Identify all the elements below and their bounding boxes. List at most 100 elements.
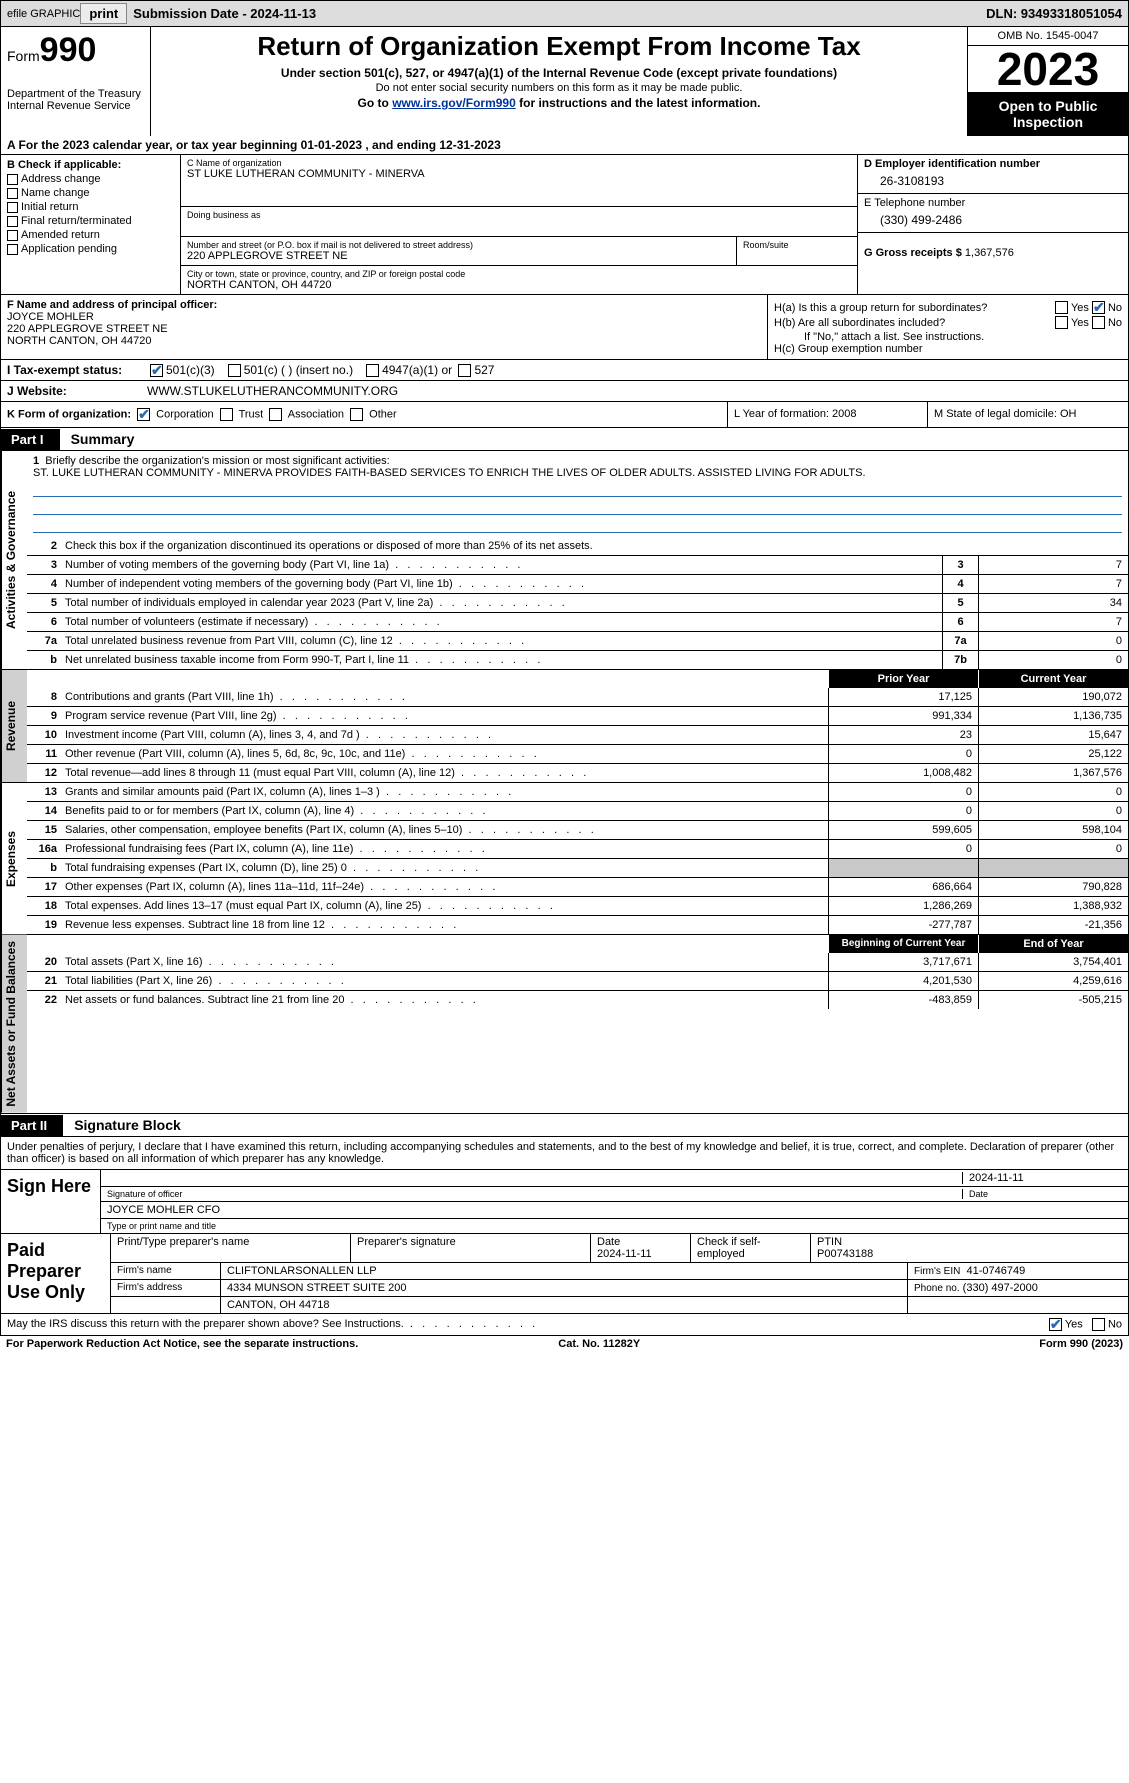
- row-i: I Tax-exempt status: 501(c)(3) 501(c) ( …: [0, 360, 1129, 381]
- 501c-checkbox[interactable]: [228, 364, 241, 377]
- officer-name: JOYCE MOHLER: [7, 311, 761, 323]
- ein-value: 26-3108193: [864, 170, 1122, 190]
- name-label: C Name of organization: [187, 158, 851, 168]
- self-emp-label: Check if self-employed: [697, 1236, 761, 1260]
- mission-label: Briefly describe the organization's miss…: [45, 455, 389, 467]
- street-label: Number and street (or P.O. box if mail i…: [187, 240, 730, 250]
- discuss-yes-checkbox[interactable]: [1049, 1318, 1062, 1331]
- phone-label: E Telephone number: [864, 197, 1122, 209]
- mission-block: 1 Briefly describe the organization's mi…: [27, 451, 1128, 537]
- sign-here-label: Sign Here: [1, 1170, 101, 1233]
- year-formation: L Year of formation: 2008: [728, 402, 928, 427]
- dln: DLN: 93493318051054: [986, 6, 1122, 21]
- section-fh: F Name and address of principal officer:…: [0, 295, 1129, 360]
- sig-officer-label: Signature of officer: [107, 1189, 962, 1199]
- ptin: P00743188: [817, 1248, 873, 1260]
- tax-status-label: I Tax-exempt status:: [7, 363, 147, 377]
- 4947-checkbox[interactable]: [366, 364, 379, 377]
- header-sub2: Do not enter social security numbers on …: [157, 82, 961, 94]
- row-j: J Website: WWW.STLUKELUTHERANCOMMUNITY.O…: [0, 381, 1129, 402]
- officer-city: NORTH CANTON, OH 44720: [7, 335, 761, 347]
- row-a-tax-year: A For the 2023 calendar year, or tax yea…: [0, 136, 1129, 155]
- dept-treasury: Department of the Treasury: [7, 88, 144, 100]
- summary-line: 12Total revenue—add lines 8 through 11 (…: [27, 764, 1128, 782]
- governance-section: Activities & Governance 1 Briefly descri…: [0, 451, 1129, 670]
- open-inspection: Open to Public Inspection: [968, 92, 1128, 136]
- col-b-checkboxes: B Check if applicable: Address change Nam…: [1, 155, 181, 294]
- header-left: Form990 Department of the Treasury Inter…: [1, 27, 151, 136]
- summary-line: 9Program service revenue (Part VIII, lin…: [27, 707, 1128, 726]
- header-sub1: Under section 501(c), 527, or 4947(a)(1)…: [157, 66, 961, 80]
- city: NORTH CANTON, OH 44720: [187, 279, 851, 291]
- part-i-title: Summary: [63, 428, 143, 450]
- checkbox-icon[interactable]: [7, 244, 18, 255]
- year-header: Prior YearCurrent Year: [27, 670, 1128, 688]
- revenue-section: Revenue Prior YearCurrent Year 8Contribu…: [0, 670, 1129, 783]
- governance-tab: Activities & Governance: [1, 451, 27, 669]
- assoc-checkbox[interactable]: [269, 408, 282, 421]
- irs-link[interactable]: www.irs.gov/Form990: [392, 96, 516, 110]
- checkbox-icon[interactable]: [7, 230, 18, 241]
- print-button[interactable]: print: [80, 3, 127, 24]
- corp-checkbox[interactable]: [137, 408, 150, 421]
- summary-line: bTotal fundraising expenses (Part IX, co…: [27, 859, 1128, 878]
- other-checkbox[interactable]: [350, 408, 363, 421]
- form-header: Form990 Department of the Treasury Inter…: [0, 27, 1129, 136]
- checkbox-icon[interactable]: [7, 202, 18, 213]
- efile-topbar: efile GRAPHIC print Submission Date - 20…: [0, 0, 1129, 27]
- summary-line: 14Benefits paid to or for members (Part …: [27, 802, 1128, 821]
- hb-note: If "No," attach a list. See instructions…: [774, 331, 1122, 343]
- hb-yes-checkbox[interactable]: [1055, 316, 1068, 329]
- hc-q: H(c) Group exemption number: [774, 343, 1122, 355]
- summary-line: bNet unrelated business taxable income f…: [27, 651, 1128, 669]
- col-b-option: Address change: [7, 173, 174, 185]
- trust-checkbox[interactable]: [220, 408, 233, 421]
- 501c3-checkbox[interactable]: [150, 364, 163, 377]
- signature-intro: Under penalties of perjury, I declare th…: [0, 1137, 1129, 1170]
- header-right: OMB No. 1545-0047 2023 Open to Public In…: [968, 27, 1128, 136]
- col-b-option: Final return/terminated: [7, 215, 174, 227]
- row-k: K Form of organization: Corporation Trus…: [0, 402, 1129, 428]
- prep-date: 2024-11-11: [597, 1248, 652, 1260]
- form-title: Return of Organization Exempt From Incom…: [157, 31, 961, 62]
- summary-line: 8Contributions and grants (Part VIII, li…: [27, 688, 1128, 707]
- cat-no: Cat. No. 11282Y: [558, 1338, 640, 1350]
- street: 220 APPLEGROVE STREET NE: [187, 250, 730, 262]
- summary-line: 21Total liabilities (Part X, line 26)4,2…: [27, 972, 1128, 991]
- checkbox-icon[interactable]: [7, 216, 18, 227]
- discuss-no-checkbox[interactable]: [1092, 1318, 1105, 1331]
- col-b-header: B Check if applicable:: [7, 159, 174, 171]
- website-value: WWW.STLUKELUTHERANCOMMUNITY.ORG: [147, 384, 398, 398]
- firm-ein: 41-0746749: [966, 1265, 1025, 1277]
- checkbox-icon[interactable]: [7, 188, 18, 199]
- header-mid: Return of Organization Exempt From Incom…: [151, 27, 968, 136]
- summary-line: 19Revenue less expenses. Subtract line 1…: [27, 916, 1128, 934]
- col-f: F Name and address of principal officer:…: [1, 295, 768, 359]
- ha-yes-checkbox[interactable]: [1055, 301, 1068, 314]
- hb-no-checkbox[interactable]: [1092, 316, 1105, 329]
- net-header: Beginning of Current YearEnd of Year: [27, 935, 1128, 953]
- firm-name-label: Firm's name: [111, 1263, 221, 1279]
- part-i-header: Part I Summary: [0, 428, 1129, 451]
- officer-street: 220 APPLEGROVE STREET NE: [7, 323, 761, 335]
- irs-label: Internal Revenue Service: [7, 100, 144, 112]
- type-name-label: Type or print name and title: [107, 1221, 216, 1231]
- col-b-option: Initial return: [7, 201, 174, 213]
- dba-label: Doing business as: [187, 210, 851, 220]
- 527-checkbox[interactable]: [458, 364, 471, 377]
- col-b-option: Application pending: [7, 243, 174, 255]
- checkbox-icon[interactable]: [7, 174, 18, 185]
- officer-name-title: JOYCE MOHLER CFO: [107, 1204, 220, 1216]
- col-b-option: Name change: [7, 187, 174, 199]
- bottom-bar: For Paperwork Reduction Act Notice, see …: [0, 1336, 1129, 1352]
- section-bcde: B Check if applicable: Address change Nam…: [0, 155, 1129, 295]
- submission-date: Submission Date - 2024-11-13: [133, 6, 316, 21]
- footer-discuss: May the IRS discuss this return with the…: [0, 1314, 1129, 1336]
- ha-no-checkbox[interactable]: [1092, 301, 1105, 314]
- firm-phone: (330) 497-2000: [963, 1282, 1038, 1294]
- prep-sig-label: Preparer's signature: [351, 1234, 591, 1262]
- col-c: C Name of organization ST LUKE LUTHERAN …: [181, 155, 858, 294]
- city-label: City or town, state or province, country…: [187, 269, 851, 279]
- efile-label: efile GRAPHIC: [7, 8, 80, 20]
- hb-q: H(b) Are all subordinates included?: [774, 317, 1052, 329]
